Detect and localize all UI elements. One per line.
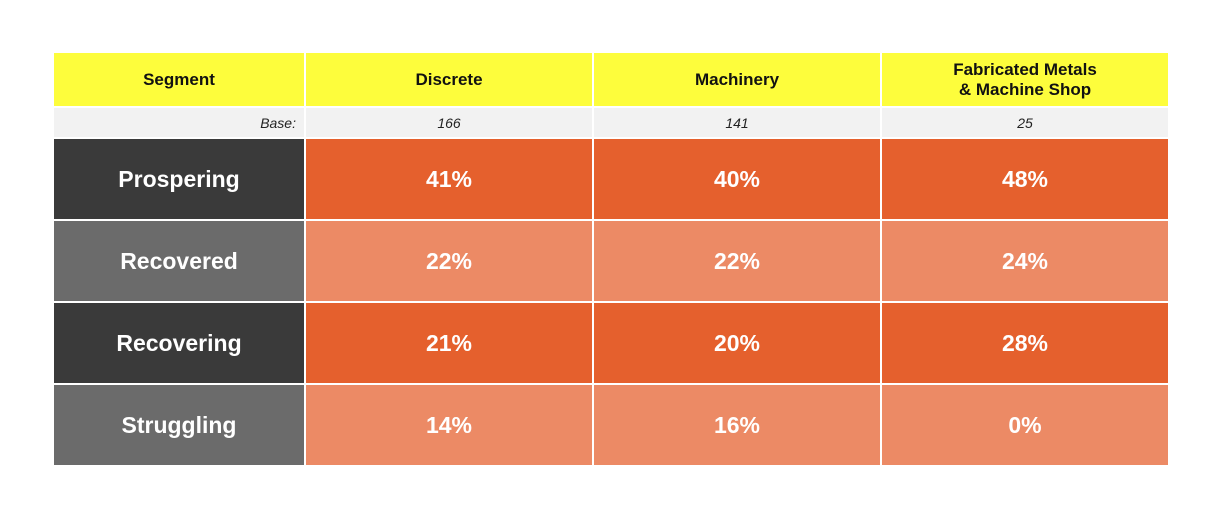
value-recovering-machinery: 20% xyxy=(594,303,880,383)
value-recovered-discrete: 22% xyxy=(306,221,592,301)
base-fabricated-metals: 25 xyxy=(882,108,1168,137)
value-struggling-machinery: 16% xyxy=(594,385,880,465)
value-prospering-fabricated-metals: 48% xyxy=(882,139,1168,219)
header-segment: Segment xyxy=(54,53,304,106)
segment-recovering: Recovering xyxy=(54,303,304,383)
value-prospering-discrete: 41% xyxy=(306,139,592,219)
header-machinery: Machinery xyxy=(594,53,880,106)
value-recovering-discrete: 21% xyxy=(306,303,592,383)
segment-prospering: Prospering xyxy=(54,139,304,219)
base-discrete: 166 xyxy=(306,108,592,137)
base-machinery: 141 xyxy=(594,108,880,137)
value-recovered-machinery: 22% xyxy=(594,221,880,301)
value-prospering-machinery: 40% xyxy=(594,139,880,219)
header-discrete: Discrete xyxy=(306,53,592,106)
segment-table: Segment Discrete Machinery Fabricated Me… xyxy=(54,53,1168,465)
segment-recovered: Recovered xyxy=(54,221,304,301)
value-struggling-fabricated-metals: 0% xyxy=(882,385,1168,465)
base-label: Base: xyxy=(54,108,304,137)
segment-struggling: Struggling xyxy=(54,385,304,465)
value-recovered-fabricated-metals: 24% xyxy=(882,221,1168,301)
value-recovering-fabricated-metals: 28% xyxy=(882,303,1168,383)
header-fabricated-metals: Fabricated Metals & Machine Shop xyxy=(882,53,1168,106)
value-struggling-discrete: 14% xyxy=(306,385,592,465)
